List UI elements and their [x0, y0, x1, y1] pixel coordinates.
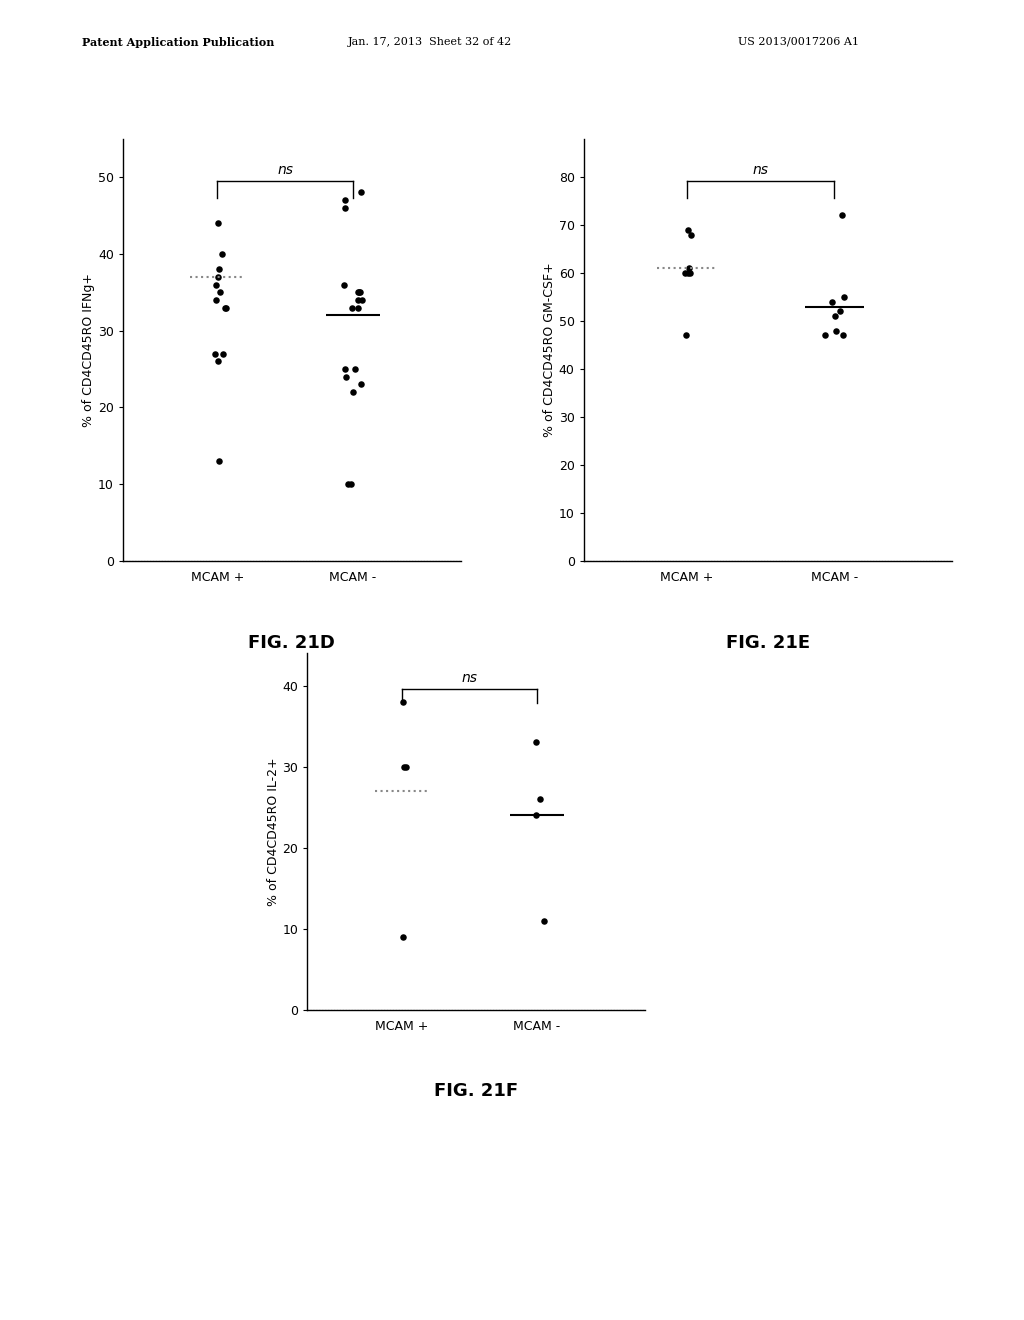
Point	[215, 343, 231, 364]
Point	[351, 281, 368, 302]
Point	[350, 289, 367, 310]
Point	[835, 325, 851, 346]
Point	[211, 450, 227, 471]
Point	[527, 805, 544, 826]
Point	[345, 381, 361, 403]
Point	[218, 297, 234, 318]
Point	[823, 292, 840, 313]
Point	[340, 474, 356, 495]
Point	[678, 325, 694, 346]
Y-axis label: % of CD4CD45RO IFNg+: % of CD4CD45RO IFNg+	[82, 273, 95, 426]
Point	[833, 301, 849, 322]
Text: ns: ns	[462, 672, 477, 685]
Text: ns: ns	[753, 162, 769, 177]
Point	[826, 306, 843, 327]
Point	[677, 263, 693, 284]
Point	[682, 263, 698, 284]
Text: FIG. 21E: FIG. 21E	[726, 634, 810, 652]
Point	[210, 267, 226, 288]
Point	[336, 190, 352, 211]
Point	[207, 343, 223, 364]
Text: US 2013/0017206 A1: US 2013/0017206 A1	[738, 37, 859, 48]
Point	[394, 927, 411, 948]
Point	[836, 286, 852, 308]
Point	[680, 219, 696, 240]
Point	[211, 259, 227, 280]
Point	[337, 197, 353, 218]
Point	[537, 911, 553, 932]
Point	[350, 297, 367, 318]
Y-axis label: % of CD4CD45RO IL-2+: % of CD4CD45RO IL-2+	[266, 758, 280, 906]
Point	[683, 224, 699, 246]
Point	[827, 319, 844, 341]
Point	[210, 213, 226, 234]
Point	[213, 243, 229, 264]
Text: FIG. 21F: FIG. 21F	[434, 1082, 518, 1101]
Point	[817, 325, 834, 346]
Point	[337, 359, 353, 380]
Point	[338, 366, 354, 387]
Y-axis label: % of CD4CD45RO GM-CSF+: % of CD4CD45RO GM-CSF+	[543, 263, 556, 437]
Text: Patent Application Publication: Patent Application Publication	[82, 37, 274, 48]
Point	[527, 731, 544, 752]
Point	[531, 788, 548, 809]
Point	[343, 474, 359, 495]
Point	[352, 182, 369, 203]
Point	[394, 692, 411, 713]
Text: FIG. 21D: FIG. 21D	[249, 634, 335, 652]
Point	[208, 289, 224, 310]
Text: Jan. 17, 2013  Sheet 32 of 42: Jan. 17, 2013 Sheet 32 of 42	[348, 37, 512, 48]
Point	[351, 281, 368, 302]
Point	[353, 374, 370, 395]
Point	[353, 289, 370, 310]
Point	[681, 257, 697, 279]
Point	[347, 359, 364, 380]
Point	[336, 275, 352, 296]
Point	[835, 205, 851, 226]
Point	[680, 263, 696, 284]
Point	[217, 297, 233, 318]
Point	[397, 756, 414, 777]
Point	[210, 351, 226, 372]
Point	[350, 281, 367, 302]
Point	[208, 275, 224, 296]
Point	[344, 297, 360, 318]
Point	[395, 756, 412, 777]
Point	[212, 281, 228, 302]
Text: ns: ns	[278, 162, 293, 177]
